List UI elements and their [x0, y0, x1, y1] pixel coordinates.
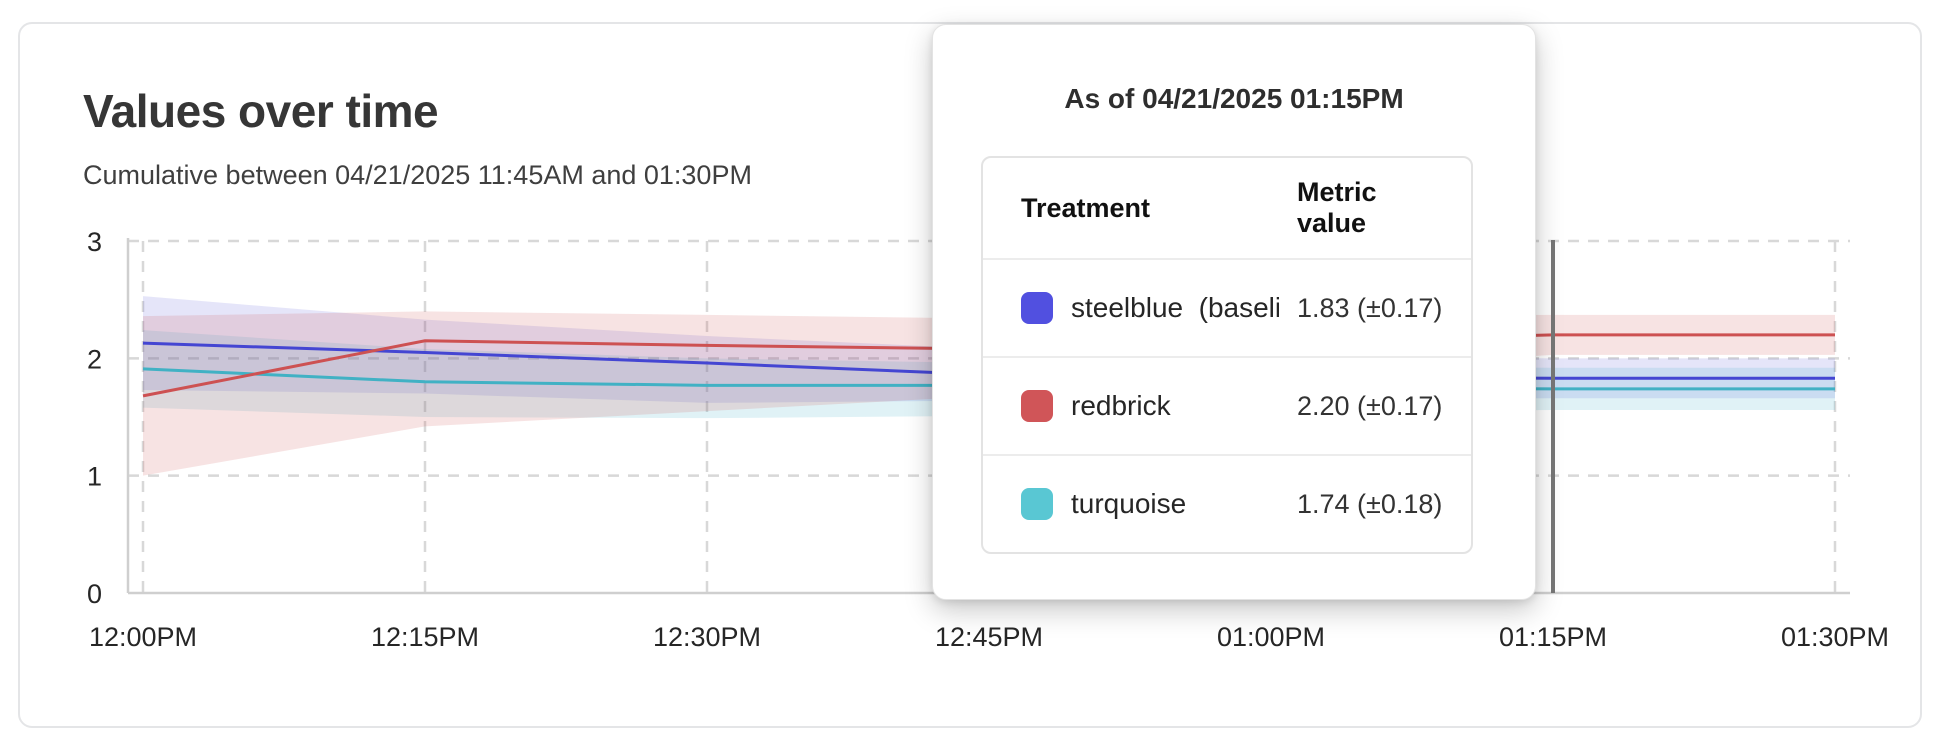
tooltip-row-steelblue: steelblue (baseli 1.83 (±0.17) [983, 260, 1471, 356]
x-tick-label: 12:45PM [935, 622, 1043, 652]
treatment-label: turquoise [1071, 488, 1187, 519]
column-header-metric-value: Metric value [1297, 177, 1377, 238]
tooltip-table-header: Treatment Metric value [983, 158, 1471, 260]
column-header-treatment: Treatment [1021, 192, 1151, 223]
x-tick-label: 01:30PM [1781, 622, 1889, 652]
page-title: Values over time [83, 85, 439, 137]
y-tick-label: 3 [87, 227, 102, 257]
treatment-label: redbrick [1071, 390, 1171, 421]
y-tick-label: 2 [87, 344, 102, 374]
y-tick-label: 1 [87, 462, 102, 492]
metric-value: 2.20 (±0.17) [1297, 390, 1443, 421]
legend-swatch-turquoise [1021, 488, 1053, 520]
y-tick-label: 0 [87, 579, 102, 609]
tooltip-header: As of 04/21/2025 01:15PM [1064, 83, 1404, 114]
tooltip-table: Treatment Metric value steelblue (baseli… [981, 156, 1473, 554]
treatment-label: steelblue (baseli [1071, 292, 1279, 323]
legend-swatch-redbrick [1021, 390, 1053, 422]
metric-value: 1.74 (±0.18) [1297, 488, 1443, 519]
x-tick-label: 12:30PM [653, 622, 761, 652]
x-tick-label: 01:15PM [1499, 622, 1607, 652]
x-tick-label: 01:00PM [1217, 622, 1325, 652]
tooltip-row-turquoise: turquoise 1.74 (±0.18) [983, 454, 1471, 552]
x-tick-label: 12:00PM [89, 622, 197, 652]
page-subtitle: Cumulative between 04/21/2025 11:45AM an… [83, 160, 752, 190]
tooltip-row-redbrick: redbrick 2.20 (±0.17) [983, 356, 1471, 454]
legend-swatch-steelblue [1021, 292, 1053, 324]
chart-hover-tooltip: As of 04/21/2025 01:15PM Treatment Metri… [932, 24, 1536, 600]
x-tick-label: 12:15PM [371, 622, 479, 652]
metric-value: 1.83 (±0.17) [1297, 292, 1443, 323]
